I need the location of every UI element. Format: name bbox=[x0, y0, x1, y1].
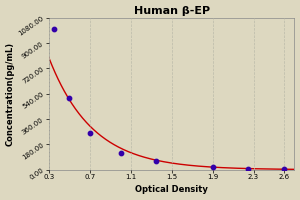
Point bbox=[210, 165, 215, 169]
Point bbox=[87, 132, 92, 135]
Point bbox=[52, 27, 56, 31]
Point bbox=[118, 151, 123, 154]
Point bbox=[246, 167, 251, 170]
Y-axis label: Concentration(pg/mL): Concentration(pg/mL) bbox=[6, 42, 15, 146]
Point bbox=[154, 160, 159, 163]
X-axis label: Optical Density: Optical Density bbox=[135, 185, 208, 194]
Point bbox=[282, 168, 286, 171]
Point bbox=[67, 96, 72, 100]
Title: Human β-EP: Human β-EP bbox=[134, 6, 210, 16]
